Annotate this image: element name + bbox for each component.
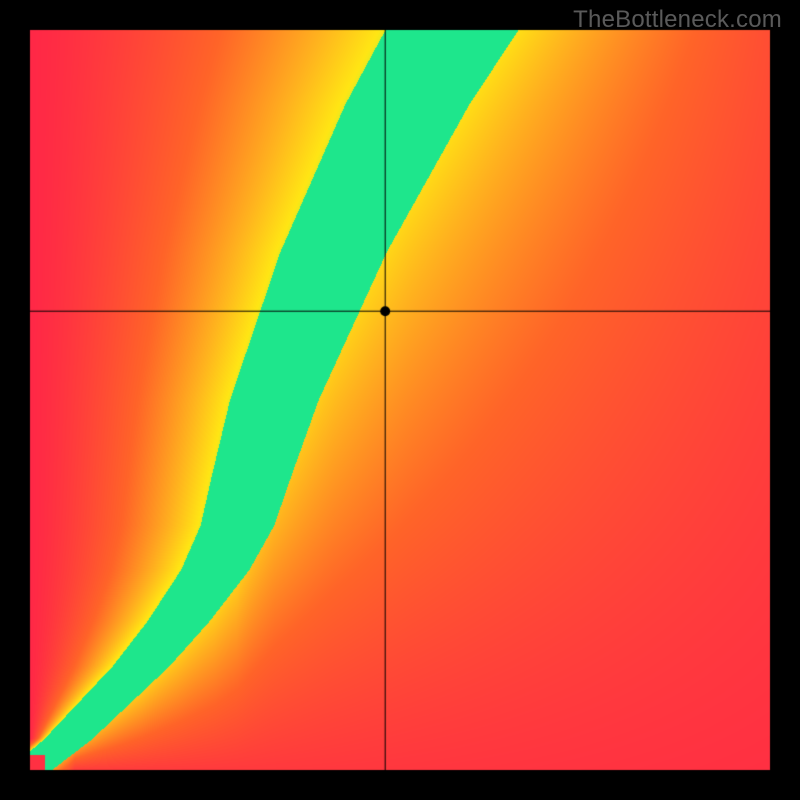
watermark-text: TheBottleneck.com bbox=[573, 6, 782, 34]
chart-container: TheBottleneck.com bbox=[0, 0, 800, 800]
bottleneck-heatmap bbox=[0, 0, 800, 800]
